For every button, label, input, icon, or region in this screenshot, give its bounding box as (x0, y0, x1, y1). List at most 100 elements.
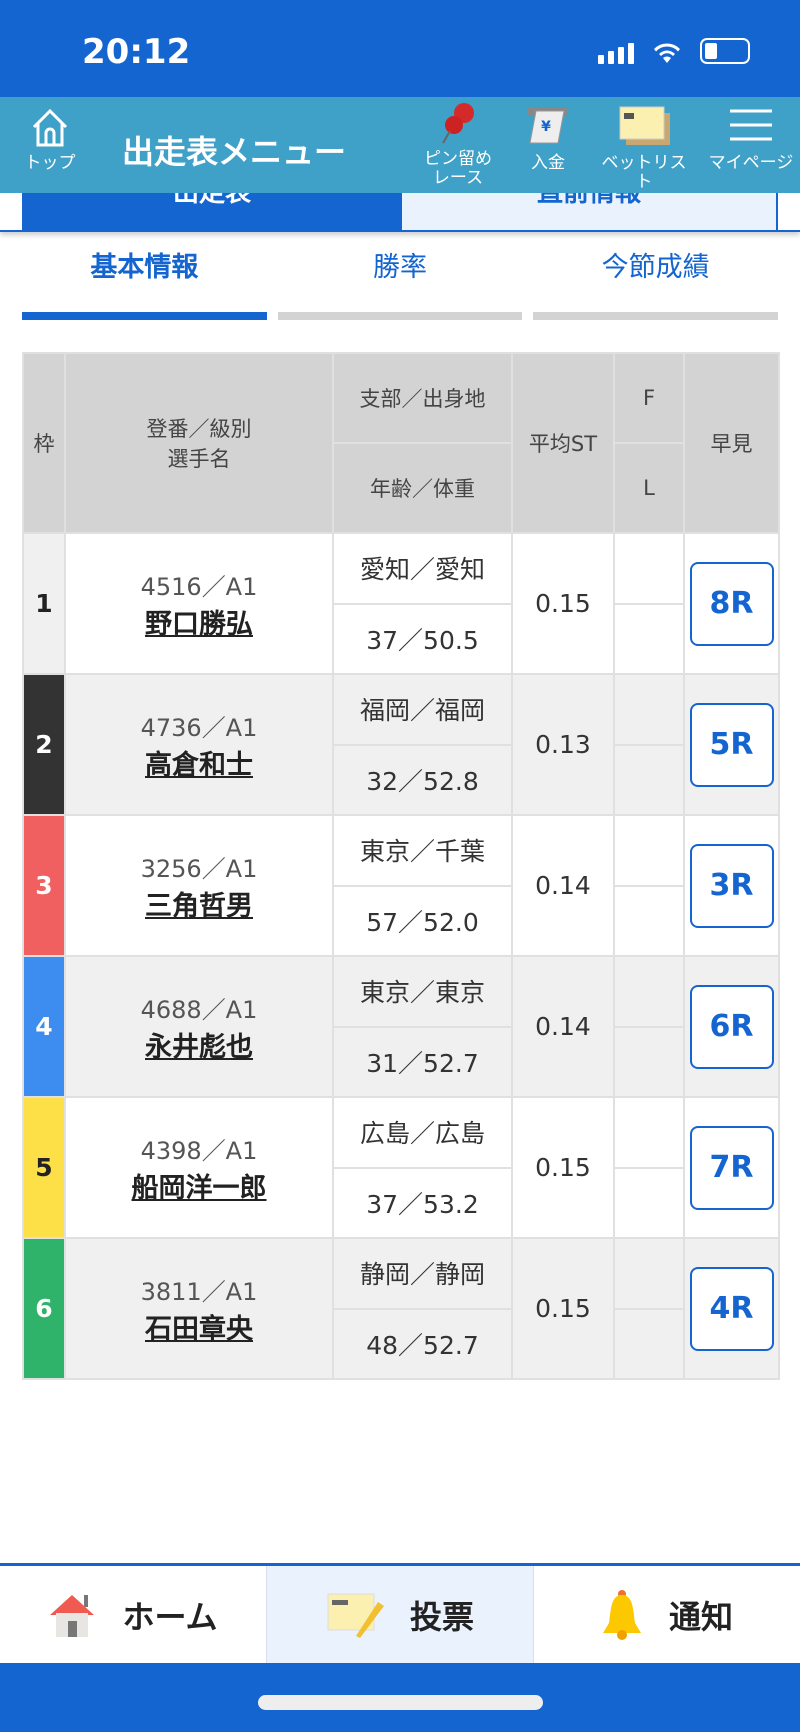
tab-win-rate[interactable]: 勝率 (277, 245, 523, 320)
f-count (613, 1237, 685, 1310)
battery-icon (700, 38, 750, 64)
age-weight: 48／52.7 (332, 1307, 513, 1380)
reg-class: 3811／A1 (140, 1277, 258, 1306)
early-race-button[interactable]: 4R (689, 1266, 774, 1351)
clock: 20:12 (82, 32, 191, 72)
early-cell: 7R (683, 1096, 780, 1239)
racer-cell: 4736／A1 高倉和士 (64, 673, 334, 816)
tab-basic-info[interactable]: 基本情報 (22, 245, 267, 320)
racer-cell: 3256／A1 三角哲男 (64, 814, 334, 957)
f-count (613, 673, 685, 746)
wifi-icon (654, 43, 680, 63)
f-count (613, 955, 685, 1028)
top-button[interactable]: トップ (20, 105, 80, 173)
l-count (613, 1166, 685, 1239)
waku-number: 5 (22, 1096, 66, 1239)
racer-cell: 4398／A1 船岡洋一郎 (64, 1096, 334, 1239)
signal-icon (598, 43, 634, 64)
waku-number: 3 (22, 814, 66, 957)
age-weight: 37／50.5 (332, 602, 513, 675)
reg-class: 3256／A1 (140, 854, 258, 883)
table-row-sub: 31／52.7 (23, 1025, 779, 1098)
col-waku: 枠 (22, 352, 66, 534)
col-early: 早見 (683, 352, 780, 534)
early-cell: 6R (683, 955, 780, 1098)
table-row-sub: 57／52.0 (23, 884, 779, 957)
avg-st: 0.15 (511, 532, 615, 675)
waku-number: 6 (22, 1237, 66, 1380)
table-row-sub: 37／50.5 (23, 602, 779, 675)
racer-name-link[interactable]: 野口勝弘 (145, 608, 253, 640)
nav-vote[interactable]: 投票 (266, 1566, 534, 1663)
early-cell: 5R (683, 673, 780, 816)
sub-tabs: 基本情報 勝率 今節成績 (22, 245, 779, 320)
waku-number: 1 (22, 532, 66, 675)
waku-number: 4 (22, 955, 66, 1098)
nav-home[interactable]: ホーム (0, 1566, 266, 1663)
racer-name-link[interactable]: 永井彪也 (145, 1031, 253, 1063)
l-count (613, 602, 685, 675)
page-title: 出走表メニュー (122, 133, 347, 171)
table-row: 6 3811／A1 石田章央 静岡／静岡 0.15 4R (22, 1237, 780, 1380)
ticket-icon (619, 106, 670, 145)
page-tabs: 出走表 直前情報 (0, 173, 800, 232)
app-header: トップ 出走表メニュー ピン留め レース ¥ 入金 ベットリスト マイページ (0, 97, 800, 193)
mypage-button[interactable]: マイページ (706, 105, 796, 173)
early-race-button[interactable]: 6R (689, 984, 774, 1069)
avg-st: 0.14 (511, 955, 615, 1098)
col-f: F (613, 352, 685, 444)
racer-name-link[interactable]: 船岡洋一郎 (131, 1172, 267, 1204)
entry-table: 枠 登番／級別 選手名 支部／出身地 平均ST F 早見 年齢／体重 L 1 45… (22, 352, 780, 1380)
age-weight: 31／52.7 (332, 1025, 513, 1098)
reg-class: 4398／A1 (140, 1136, 258, 1165)
tab-current-results[interactable]: 今節成績 (533, 245, 779, 320)
f-count (613, 814, 685, 887)
status-bar: 20:12 (0, 0, 800, 97)
table-row: 1 4516／A1 野口勝弘 愛知／愛知 0.15 8R (22, 532, 780, 675)
branch-origin: 福岡／福岡 (332, 673, 513, 746)
waku-number: 2 (22, 673, 66, 816)
branch-origin: 愛知／愛知 (332, 532, 513, 605)
bottom-nav: ホーム 投票 通知 (0, 1563, 800, 1663)
betlist-button[interactable]: ベットリスト (594, 103, 694, 192)
branch-origin: 静岡／静岡 (332, 1237, 513, 1310)
early-race-button[interactable]: 8R (689, 561, 774, 646)
nav-notify[interactable]: 通知 (534, 1566, 800, 1663)
pin-race-button[interactable]: ピン留め レース (418, 101, 498, 188)
table-row: 5 4398／A1 船岡洋一郎 広島／広島 0.15 7R (22, 1096, 780, 1239)
early-race-button[interactable]: 3R (689, 843, 774, 928)
avg-st: 0.14 (511, 814, 615, 957)
racer-name-link[interactable]: 三角哲男 (145, 890, 253, 922)
col-age-weight: 年齢／体重 (332, 442, 513, 534)
branch-origin: 東京／東京 (332, 955, 513, 1028)
age-weight: 32／52.8 (332, 743, 513, 816)
bell-icon (602, 1589, 641, 1640)
menu-icon (730, 109, 772, 141)
table-row: 4 4688／A1 永井彪也 東京／東京 0.14 6R (22, 955, 780, 1098)
house-icon (50, 1594, 95, 1637)
svg-text:¥: ¥ (541, 119, 551, 135)
table-row: 3 3256／A1 三角哲男 東京／千葉 0.14 3R (22, 814, 780, 957)
racer-name-link[interactable]: 高倉和士 (145, 749, 253, 781)
table-row-sub: 48／52.7 (23, 1307, 779, 1380)
ballot-pencil-icon (327, 1593, 384, 1638)
deposit-button[interactable]: ¥ 入金 (518, 103, 578, 173)
reg-class: 4516／A1 (140, 572, 258, 601)
racer-cell: 4688／A1 永井彪也 (64, 955, 334, 1098)
table-row: 2 4736／A1 高倉和士 福岡／福岡 0.13 5R (22, 673, 780, 816)
l-count (613, 884, 685, 957)
home-indicator[interactable] (258, 1695, 543, 1710)
age-weight: 57／52.0 (332, 884, 513, 957)
branch-origin: 広島／広島 (332, 1096, 513, 1169)
reg-class: 4688／A1 (140, 995, 258, 1024)
racer-cell: 4516／A1 野口勝弘 (64, 532, 334, 675)
early-race-button[interactable]: 7R (689, 1125, 774, 1210)
avg-st: 0.15 (511, 1096, 615, 1239)
early-race-button[interactable]: 5R (689, 702, 774, 787)
branch-origin: 東京／千葉 (332, 814, 513, 887)
f-count (613, 532, 685, 605)
age-weight: 37／53.2 (332, 1166, 513, 1239)
pushpin-icon (442, 103, 474, 144)
avg-st: 0.15 (511, 1237, 615, 1380)
racer-name-link[interactable]: 石田章央 (145, 1313, 253, 1345)
